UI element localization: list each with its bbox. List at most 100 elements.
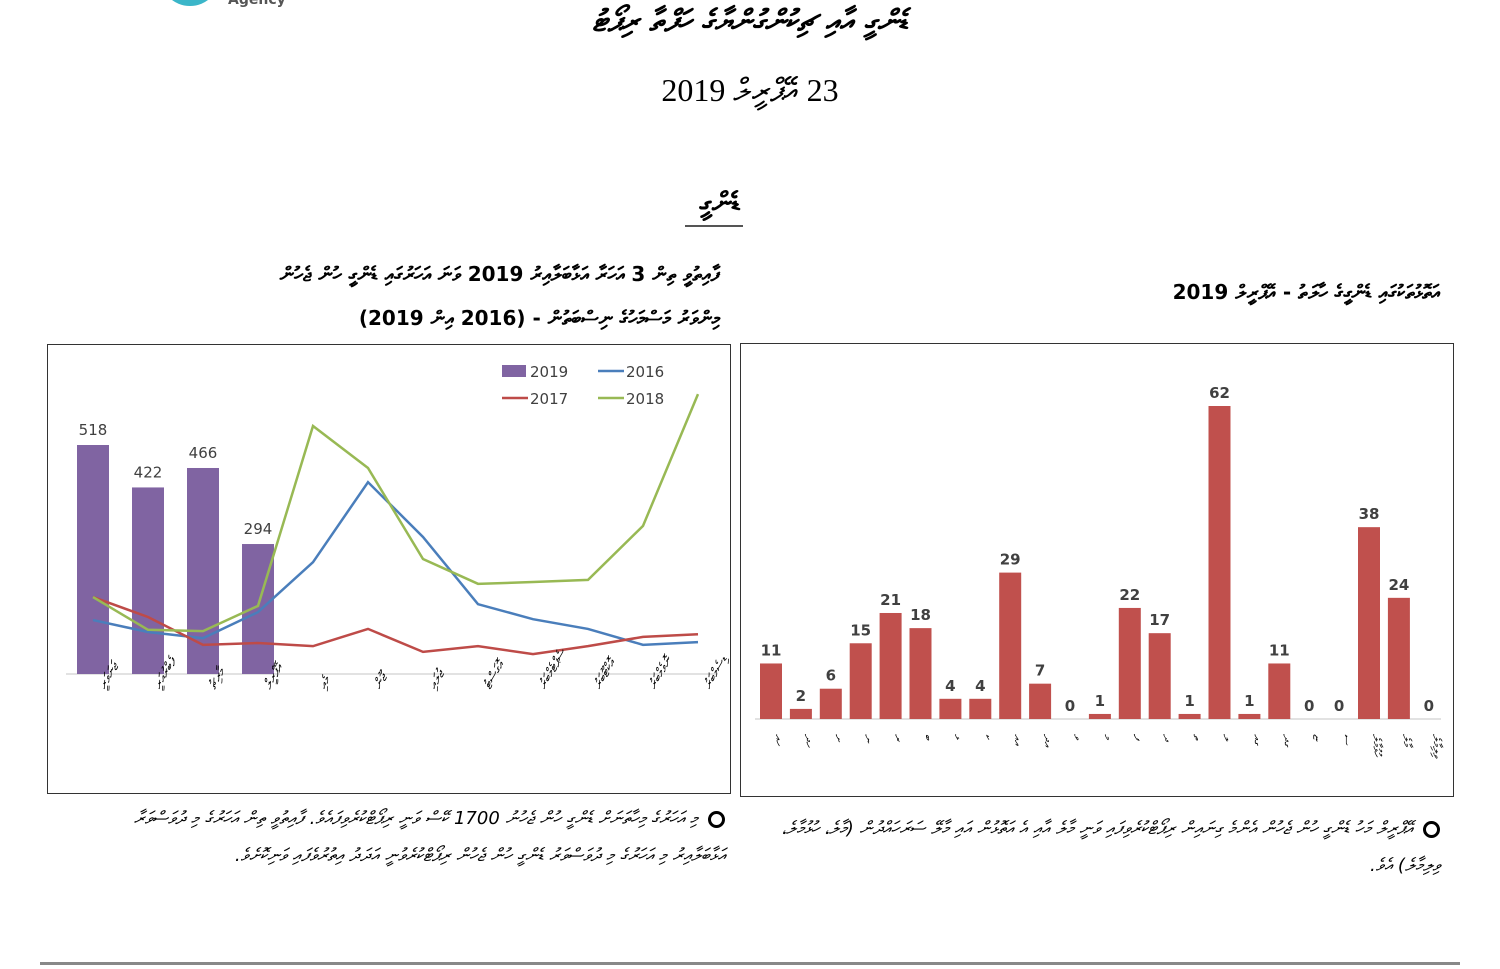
bar xyxy=(1268,663,1291,719)
x-tick-label: އދ xyxy=(1041,733,1055,748)
x-tick-label: ވިލިމާލެ xyxy=(1430,734,1444,759)
atoll-cases-chart: 11 2 6 15 21 18 4 4 29 7 0 1 22 17 1 62 1 11 0 0 38 24 0 ހއ ހދ ށ ނ… xyxy=(740,343,1454,797)
left-chart-title: ފާއިތުވީ ތިން 3 އަހަރާ އަޅާބަލާއިރު 2019… xyxy=(60,252,720,340)
bar xyxy=(1238,713,1261,719)
legend-swatch-2019 xyxy=(502,365,526,377)
x-tick-label: ފ xyxy=(1131,734,1145,741)
line-series-2018 xyxy=(92,393,700,633)
bar xyxy=(789,708,812,719)
legend-label: 2017 xyxy=(530,390,568,408)
x-tick-label: ކ xyxy=(981,734,995,740)
bar-2019 xyxy=(242,544,274,674)
bar xyxy=(969,698,992,719)
data-label: 7 xyxy=(1035,662,1045,680)
report-date: 23 އޭޕްރީލް 2019 xyxy=(661,72,839,108)
bar xyxy=(939,698,962,719)
bar-2019 xyxy=(132,487,164,674)
data-label: 0 xyxy=(1334,697,1344,715)
x-tick-label: ދ xyxy=(1161,733,1175,743)
data-label: 4 xyxy=(945,677,955,695)
bar xyxy=(1208,406,1231,719)
line-series-2016 xyxy=(92,480,699,647)
data-label: 29 xyxy=(1000,551,1021,569)
x-tick-label: އޮކްޓޫބަރު xyxy=(590,654,621,692)
x-tick-label: ޖޫން xyxy=(370,668,393,692)
bar xyxy=(849,643,872,719)
data-label: 294 xyxy=(244,520,273,538)
bar-2019 xyxy=(187,467,219,674)
bar xyxy=(1148,633,1171,719)
x-tick-label: ޅ xyxy=(951,734,965,741)
x-tick-label: ހއ xyxy=(772,734,786,747)
x-tick-label: ތ xyxy=(1191,734,1205,741)
x-tick-label: މެއި xyxy=(315,673,335,693)
bar xyxy=(909,628,932,719)
data-label: 24 xyxy=(1388,576,1409,594)
agency-logo xyxy=(160,0,220,6)
data-label: 11 xyxy=(1269,641,1290,659)
legend-label: 2016 xyxy=(626,363,664,381)
data-label: 62 xyxy=(1209,384,1230,402)
right-chart-title: އަތޮޅުތަކުގައި ޑެންގީގެ ހާލަތު - އޭޕްރީލ… xyxy=(1172,280,1440,304)
x-tick-label: ހދ xyxy=(802,733,816,748)
x-tick-label: އއ xyxy=(1011,734,1025,747)
data-label: 21 xyxy=(880,591,901,609)
bar xyxy=(999,572,1022,719)
bar xyxy=(819,688,842,719)
bar-2019 xyxy=(77,445,109,674)
bullet-icon xyxy=(708,810,725,828)
line-series-2017 xyxy=(92,595,699,656)
data-label: 15 xyxy=(850,621,871,639)
data-label: 1 xyxy=(1184,692,1194,710)
left-chart-title-line1: ފާއިތުވީ ތިން 3 އަހަރާ އަޅާބަލާއިރު 2019… xyxy=(279,262,720,286)
section-heading: ޑެންގީ xyxy=(699,186,741,219)
bar xyxy=(879,612,902,719)
data-label: 422 xyxy=(134,463,163,481)
data-label: 18 xyxy=(910,606,931,624)
bar xyxy=(1088,713,1111,719)
bullet-icon xyxy=(1423,820,1440,838)
data-label: 466 xyxy=(189,444,218,462)
monthly-comparison-chart: 518 422 466 294 ޖަނަވަރީ ފެބްރުއަރީ މާރިޗު އޭޕް… xyxy=(47,344,732,794)
section-underline xyxy=(685,225,743,227)
data-label: 1 xyxy=(1095,692,1105,710)
x-tick-label: ލ xyxy=(1221,734,1235,742)
x-tick-label: ވ xyxy=(1071,734,1085,741)
x-tick-label: ސ xyxy=(1340,734,1354,746)
data-label: 2 xyxy=(796,687,806,705)
data-label: 11 xyxy=(761,641,782,659)
data-label: 518 xyxy=(79,421,108,439)
x-tick-label: ރ xyxy=(892,734,906,743)
page-divider xyxy=(40,962,1460,965)
data-label: 1 xyxy=(1244,692,1254,710)
x-tick-label: ގއ xyxy=(1250,734,1264,747)
bar xyxy=(1387,597,1410,719)
x-tick-label: ހުޅުމާލެ xyxy=(1370,734,1384,758)
data-label: 6 xyxy=(826,667,836,685)
legend-label: 2018 xyxy=(626,390,664,408)
bar xyxy=(1118,607,1141,719)
logo-text: Agency xyxy=(228,0,286,8)
x-tick-label: މާލެ xyxy=(1400,734,1414,748)
bar xyxy=(1358,527,1380,719)
bar xyxy=(1029,683,1052,719)
left-note-text: މި އަހަރުގެ މިހާތަނަށް ޑެންގީ ހުން ޖެހުނ… xyxy=(133,808,725,866)
legend-label: 2019 xyxy=(530,363,568,381)
x-tick-label: ނޮވެމްބަރު xyxy=(645,652,677,692)
bar xyxy=(760,663,782,719)
data-label: 0 xyxy=(1304,697,1314,715)
x-tick-label: ށ xyxy=(832,734,846,743)
x-tick-label: ޑިސެމްބަރު xyxy=(700,653,730,692)
report-title: ޑެންގީ އާއި ޗިކުންގުންޔާގެ ހަފްތާ ރިޕޯޓު xyxy=(592,4,908,39)
left-note: މި އަހަރުގެ މިހާތަނަށް ޑެންގީ ހުން ޖެހުނ… xyxy=(80,800,725,874)
data-label: 17 xyxy=(1149,611,1170,629)
data-label: 4 xyxy=(975,677,985,695)
left-chart-title-line2: މިންވަރު މަސްމަހުގެ ނިސްބަތުން - (2016 އ… xyxy=(358,306,720,330)
data-label: 0 xyxy=(1065,697,1075,715)
right-note: އޭޕްރީލް މަހު ޑެންގީ ހުން ޖެހުން އެންމެ … xyxy=(780,810,1440,884)
right-note-text: އޭޕްރީލް މަހު ޑެންގީ ހުން ޖެހުން އެންމެ … xyxy=(781,818,1440,876)
x-tick-label: ނ xyxy=(862,734,876,744)
x-tick-label: ޖުލައި xyxy=(425,666,449,693)
